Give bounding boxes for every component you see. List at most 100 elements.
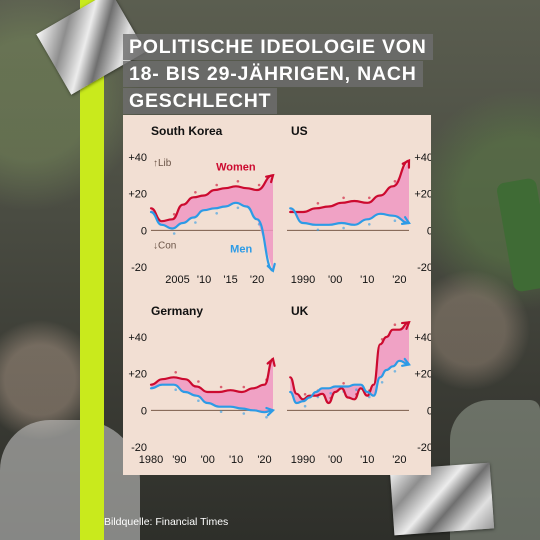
data-point <box>219 410 223 414</box>
chart-title: US <box>291 124 308 138</box>
data-point <box>342 196 345 200</box>
series-line-men <box>149 383 275 414</box>
chart-uk: UK +40 +20 0 -20 1990 '00 '10 '20 <box>287 304 433 466</box>
arrow-women <box>266 357 276 367</box>
gap-area <box>290 322 409 403</box>
y-tick-label: 0 <box>141 225 147 237</box>
data-point <box>316 202 320 205</box>
x-tick-label: '10 <box>360 454 374 466</box>
y-tick-label: +40 <box>414 152 431 164</box>
yellow-tape-stripe <box>80 0 104 540</box>
chart-title: Germany <box>151 304 203 318</box>
y-tick-label: +20 <box>128 369 147 381</box>
data-point <box>380 381 384 384</box>
data-point <box>368 395 371 399</box>
y-tick-label: +40 <box>128 152 147 164</box>
arrow-women <box>401 158 411 169</box>
data-point <box>172 213 176 216</box>
y-tick-label: -20 <box>417 262 431 274</box>
series-line-women <box>289 159 411 214</box>
data-point <box>194 221 197 224</box>
y-tick-label: +20 <box>414 369 431 381</box>
data-point <box>368 223 371 226</box>
x-tick-label: '00 <box>201 454 215 466</box>
chart-panel: South Korea +40 +20 0 -20 2005 '10 '15 '20 Women M… <box>123 115 433 475</box>
data-point <box>174 388 177 392</box>
data-point <box>342 226 345 230</box>
x-tick-label: '90 <box>172 454 186 466</box>
annotation-con: ↓Con <box>153 241 176 252</box>
data-point <box>303 404 307 408</box>
x-tick-label: '10 <box>197 274 211 286</box>
annotation-lib: ↑Lib <box>153 158 172 169</box>
data-point <box>172 232 176 235</box>
background-person-left <box>0 420 140 540</box>
data-point <box>197 399 200 403</box>
data-point <box>355 388 358 392</box>
headline-line-1: POLITISCHE IDEOLOGIE VON <box>123 34 433 60</box>
x-tick-label: '10 <box>360 274 374 286</box>
data-point <box>316 228 320 232</box>
arrow-men <box>265 406 276 417</box>
data-point <box>368 196 371 200</box>
data-point <box>174 371 177 374</box>
arrow-men <box>266 262 276 273</box>
y-tick-label: +40 <box>128 332 147 344</box>
arrow-men <box>401 357 411 367</box>
data-point <box>215 212 218 215</box>
data-point <box>219 385 223 389</box>
data-point <box>215 183 218 187</box>
data-point <box>393 219 397 222</box>
data-point <box>342 382 345 385</box>
series-line-women <box>149 357 275 394</box>
charts-svg: South Korea +40 +20 0 -20 2005 '10 '15 '20 Women M… <box>128 124 433 466</box>
data-point <box>194 191 197 194</box>
x-tick-label: '10 <box>229 454 243 466</box>
series-line-men <box>149 201 275 272</box>
x-tick-label: '15 <box>223 274 237 286</box>
headline-line-3: GESCHLECHT <box>123 88 278 114</box>
x-tick-label: 2005 <box>165 274 189 286</box>
chart-title: South Korea <box>151 124 223 138</box>
chart-title: UK <box>291 304 309 318</box>
data-point <box>197 380 200 383</box>
gap-area <box>151 359 273 413</box>
image-source-credit: Bildquelle: Financial Times <box>104 516 229 528</box>
series-line-women <box>289 321 411 405</box>
data-point <box>242 385 246 389</box>
x-tick-label: '20 <box>392 274 406 286</box>
data-point <box>257 183 261 187</box>
series-line-women <box>149 174 275 223</box>
data-point <box>393 180 397 183</box>
y-tick-label: +40 <box>414 332 431 344</box>
data-point <box>393 323 397 326</box>
data-point <box>236 180 240 183</box>
data-point <box>303 393 307 396</box>
x-tick-label: '20 <box>257 454 271 466</box>
data-point <box>329 392 332 395</box>
data-point <box>393 370 397 373</box>
x-tick-label: 1990 <box>291 274 315 286</box>
x-tick-label: 1990 <box>291 454 315 466</box>
chart-us: US +40 +20 0 -20 1990 '00 '10 '20 <box>287 124 433 286</box>
y-tick-label: -20 <box>417 442 431 454</box>
series-line-men <box>289 359 411 405</box>
x-tick-label: 1980 <box>139 454 163 466</box>
arrow-women <box>265 173 275 184</box>
y-tick-label: -20 <box>131 262 147 274</box>
data-point <box>242 412 246 415</box>
headline: POLITISCHE IDEOLOGIE VON 18- BIS 29-JÄHR… <box>123 34 443 115</box>
arrow-women <box>400 321 411 330</box>
x-tick-label: '00 <box>328 454 342 466</box>
data-point <box>265 415 268 419</box>
gap-area <box>151 175 273 271</box>
data-point <box>236 206 240 210</box>
series-label-women: Women <box>216 161 256 173</box>
arrow-men <box>400 216 411 225</box>
x-tick-label: '00 <box>328 274 342 286</box>
y-tick-label: +20 <box>128 189 147 201</box>
x-tick-label: '20 <box>250 274 264 286</box>
y-tick-label: 0 <box>427 405 431 417</box>
y-tick-label: 0 <box>141 405 147 417</box>
